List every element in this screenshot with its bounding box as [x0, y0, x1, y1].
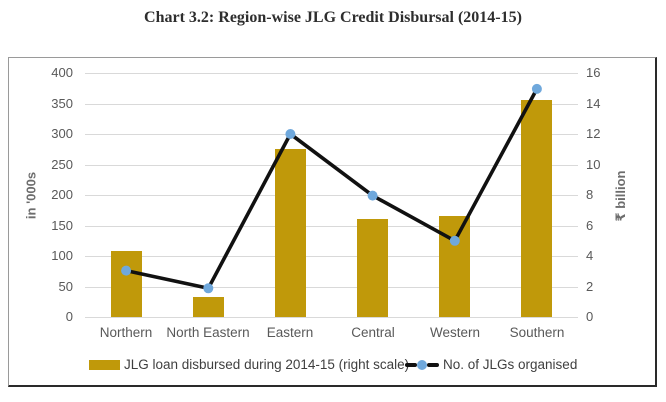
bar-southern — [521, 100, 552, 317]
left-axis-tick-label: 250 — [51, 157, 73, 172]
category-label-southern: Southern — [509, 325, 565, 340]
line-series — [121, 83, 542, 294]
bar-legend-label: JLG loan disbursed during 2014-15 (right… — [124, 357, 410, 372]
right-axis-tick-label: 4 — [586, 248, 594, 263]
right-axis-tick-label: 10 — [586, 157, 601, 172]
gridline — [85, 226, 578, 227]
gridline — [85, 73, 578, 74]
chart-frame: 400 350 300 250 200 150 100 50 0 16 14 12 10 8 6 4 2 0 N… — [8, 57, 657, 387]
legend-item-line-series: No. of JLGs organised — [405, 357, 577, 372]
bar-central — [357, 219, 388, 317]
gridline — [85, 134, 578, 135]
left-axis-tick-label: 0 — [65, 309, 73, 324]
left-axis-tick-label: 350 — [51, 96, 73, 111]
category-label-north-eastern: North Eastern — [166, 325, 250, 340]
left-axis-tick-label: 300 — [51, 126, 73, 141]
line-point-central — [367, 190, 378, 201]
left-axis-tick-label: 200 — [51, 187, 73, 202]
right-axis-tick-label: 16 — [586, 65, 601, 80]
gridline — [85, 287, 578, 288]
line-legend-marker-icon — [405, 359, 439, 371]
chart-title: Chart 3.2: Region-wise JLG Credit Disbur… — [144, 9, 522, 26]
left-axis-tick-label: 100 — [51, 248, 73, 263]
bar-northern — [111, 251, 142, 317]
line-point-eastern — [285, 129, 296, 139]
left-axis-tick-label: 50 — [58, 279, 73, 294]
line-point-northern — [121, 265, 132, 276]
gridline — [85, 256, 578, 257]
category-label-northern: Northern — [99, 325, 153, 340]
bar-legend-swatch-icon — [89, 359, 120, 370]
line-point-western — [449, 235, 460, 246]
right-axis-tick-label: 14 — [586, 96, 601, 111]
category-label-eastern: Eastern — [266, 325, 314, 340]
line-legend-label: No. of JLGs organised — [443, 357, 578, 372]
right-axis-title: ₹ billion — [613, 170, 628, 222]
bar-western — [439, 216, 470, 317]
legend-item-bar-series: JLG loan disbursed during 2014-15 (right… — [89, 357, 409, 372]
right-axis-tick-label: 12 — [586, 126, 601, 141]
line-point-north-eastern — [203, 283, 214, 294]
right-axis-tick-label: 6 — [586, 218, 594, 233]
category-label-central: Central — [351, 325, 395, 340]
legend: JLG loan disbursed during 2014-15 (right… — [9, 355, 654, 379]
right-axis-tick-label: 2 — [586, 279, 594, 294]
right-axis-tick-label: 8 — [586, 187, 594, 202]
line-point-southern — [531, 83, 542, 94]
bar-eastern — [275, 149, 306, 317]
left-axis-tick-label: 150 — [51, 218, 73, 233]
bar-north-eastern — [193, 297, 224, 317]
plot-area — [85, 73, 578, 318]
gridline — [85, 195, 578, 196]
category-label-western: Western — [429, 325, 481, 340]
gridline — [85, 104, 578, 105]
left-axis-tick-label: 400 — [51, 65, 73, 80]
right-axis-tick-label: 0 — [586, 309, 594, 324]
left-axis-title: in '000s — [23, 171, 39, 220]
gridline — [85, 317, 578, 318]
line-path — [125, 88, 539, 291]
